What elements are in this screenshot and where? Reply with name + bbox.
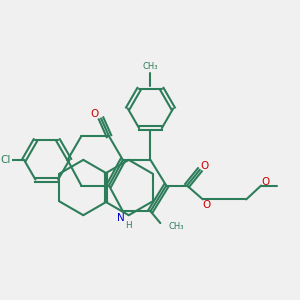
Text: H: H xyxy=(125,220,132,230)
Text: N: N xyxy=(117,213,125,223)
Text: CH₃: CH₃ xyxy=(143,61,158,70)
Text: O: O xyxy=(90,110,98,119)
Text: O: O xyxy=(201,161,209,171)
Text: Cl: Cl xyxy=(0,155,11,165)
Text: O: O xyxy=(202,200,211,210)
Text: O: O xyxy=(261,177,269,187)
Text: CH₃: CH₃ xyxy=(168,222,184,231)
